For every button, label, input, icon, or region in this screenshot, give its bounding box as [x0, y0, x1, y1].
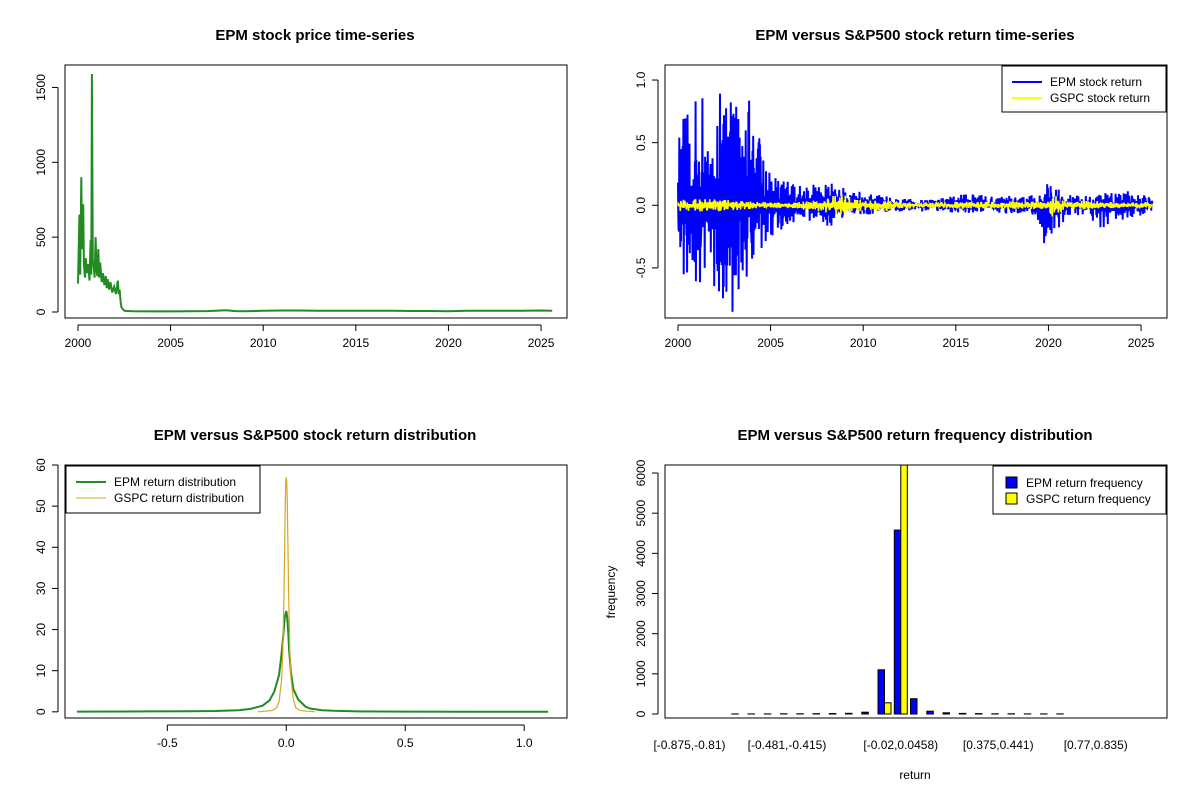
- plot-frame: [664, 64, 1168, 319]
- plot-marks: 0 1000 2000 3000 4000 5000 6000 [-0.875,-0.81) […: [634, 459, 1128, 752]
- y-tick-label: 40: [34, 540, 48, 554]
- epm-frequency-bar: [910, 698, 918, 715]
- x-tick-label: 2005: [157, 336, 184, 350]
- x-tick-label: 2020: [1035, 336, 1062, 350]
- epm-frequency-bar: [942, 712, 950, 715]
- chart-title: EPM versus S&P500 stock return time-seri…: [755, 27, 1074, 44]
- epm-density-line: [76, 610, 549, 713]
- x-axis-label: return: [899, 768, 930, 782]
- panel-return-timeseries: EPM versus S&P500 stock return time-seri…: [634, 27, 1168, 350]
- epm-frequency-bar: [926, 710, 934, 715]
- y-tick-label: 0.5: [634, 134, 648, 151]
- y-tick-label: 30: [34, 581, 48, 595]
- gspc-return-series-line: [677, 194, 1153, 217]
- x-tick-label: -0.5: [157, 736, 178, 750]
- y-tick-label: 0: [34, 308, 48, 315]
- y-tick-label: 2000: [634, 620, 648, 647]
- y-tick-label: 10: [34, 664, 48, 678]
- chart-title: EPM versus S&P500 return frequency distr…: [737, 427, 1092, 444]
- legend-label: EPM return frequency: [1026, 476, 1143, 490]
- plot-frame: [64, 64, 568, 319]
- legend-box: [1001, 65, 1167, 113]
- x-tick-label: 2025: [528, 336, 555, 350]
- y-tick-label: 4000: [634, 540, 648, 567]
- x-tick-label: [-0.875,-0.81): [653, 738, 725, 752]
- x-tick-label: 2015: [342, 336, 369, 350]
- gspc-frequency-bar: [900, 464, 908, 715]
- plot-marks: -0.5 0.0 0.5 1.0 0 10 20 30 40 50 60: [34, 458, 549, 750]
- legend-label: EPM return distribution: [114, 475, 236, 489]
- x-tick-label: 2000: [65, 336, 92, 350]
- x-tick-label: 2015: [942, 336, 969, 350]
- gspc-frequency-bar: [884, 702, 892, 715]
- y-tick-label: 5000: [634, 500, 648, 527]
- panel-price-timeseries: EPM stock price time-series 2000 2005 2010…: [34, 27, 568, 350]
- x-tick-label: 2010: [850, 336, 877, 350]
- y-tick-label: 1500: [34, 74, 48, 101]
- y-tick-label: 6000: [634, 459, 648, 486]
- legend: EPM return distribution GSPC return dist…: [65, 465, 261, 514]
- x-tick-label: 1.0: [516, 736, 533, 750]
- legend-swatch: [1005, 476, 1018, 489]
- plot-marks: 2000 2005 2010 2015 2020 2025 0 500 1000 1500: [34, 74, 555, 350]
- epm-frequency-bar: [845, 712, 853, 715]
- y-tick-label: 1000: [34, 149, 48, 176]
- y-tick-label: 0: [634, 710, 648, 717]
- epm-frequency-bar: [861, 711, 869, 715]
- y-tick-label: -0.5: [634, 257, 648, 278]
- y-axis-label: frequency: [604, 566, 618, 619]
- x-tick-label: [-0.481,-0.415): [748, 738, 827, 752]
- y-tick-label: 500: [34, 227, 48, 247]
- panel-return-frequency: EPM versus S&P500 return frequency distr…: [604, 427, 1168, 782]
- x-tick-label: 2005: [757, 336, 784, 350]
- epm-frequency-bar: [958, 712, 967, 715]
- y-tick-label: 0.0: [634, 197, 648, 214]
- x-tick-label: 0.0: [278, 736, 295, 750]
- gspc-density-line: [257, 477, 315, 713]
- x-tick-label: 2010: [250, 336, 277, 350]
- epm-frequency-bar: [893, 529, 902, 715]
- x-tick-label: 2020: [435, 336, 462, 350]
- x-tick-label: [0.375,0.441): [963, 738, 1034, 752]
- legend-label: GSPC stock return: [1050, 91, 1150, 105]
- chart-title: EPM versus S&P500 stock return distribut…: [154, 427, 477, 444]
- x-tick-label: 2025: [1128, 336, 1155, 350]
- x-tick-label: 0.5: [397, 736, 414, 750]
- legend-swatch: [1005, 492, 1018, 505]
- legend: EPM return frequency GSPC return frequen…: [992, 465, 1167, 515]
- legend-box: [65, 465, 261, 514]
- panel-return-distribution: EPM versus S&P500 stock return distribut…: [34, 427, 568, 750]
- y-tick-label: 1000: [634, 660, 648, 687]
- y-tick-label: 1.0: [634, 71, 648, 88]
- y-tick-label: 50: [34, 499, 48, 513]
- epm-frequency-bar: [877, 669, 885, 715]
- y-tick-label: 0: [34, 708, 48, 715]
- legend-box: [992, 465, 1167, 515]
- x-tick-label: [-0.02,0.0458): [863, 738, 938, 752]
- y-tick-label: 3000: [634, 580, 648, 607]
- legend-label: GSPC return distribution: [114, 491, 244, 505]
- chart-title: EPM stock price time-series: [215, 27, 414, 44]
- price-series-line: [77, 73, 553, 313]
- plot-frame: [664, 464, 1168, 719]
- legend-label: GSPC return frequency: [1026, 492, 1151, 506]
- plot-marks: 2000 2005 2010 2015 2020 2025 -0.5 0.0 0.5 1.0: [634, 71, 1155, 350]
- legend-label: EPM stock return: [1050, 75, 1142, 89]
- legend: EPM stock return GSPC stock return: [1001, 65, 1167, 113]
- epm-frequency-bar: [828, 713, 837, 715]
- y-tick-label: 60: [34, 458, 48, 472]
- x-tick-label: 2000: [665, 336, 692, 350]
- x-tick-label: [0.77,0.835): [1064, 738, 1128, 752]
- plot-frame: [64, 464, 568, 719]
- y-tick-label: 20: [34, 623, 48, 637]
